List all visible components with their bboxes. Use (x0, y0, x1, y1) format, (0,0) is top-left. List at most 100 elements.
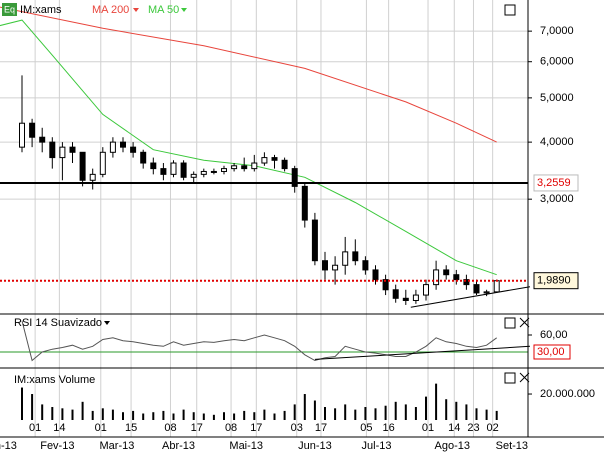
candle-body (463, 279, 470, 286)
volume-bar (41, 404, 44, 420)
volume-bar (223, 412, 225, 420)
trendline (410, 286, 531, 308)
moving-average (0, 6, 497, 143)
month-label: Abr-13 (162, 440, 195, 452)
candle-body (402, 297, 409, 301)
candle-body (322, 260, 328, 271)
x-tick-label: 01 (95, 422, 107, 434)
volume-bar (71, 409, 74, 420)
volume-bar (273, 413, 276, 420)
plot (0, 6, 531, 420)
candle-body (49, 141, 56, 159)
candle-body (433, 269, 440, 286)
price-label-box (533, 272, 579, 290)
candle-body (423, 284, 429, 296)
legend-entry[interactable]: MA 200 (92, 4, 129, 16)
volume-bar (404, 404, 407, 420)
volume-bar (435, 383, 438, 420)
legend-icon (2, 3, 17, 16)
volume-bar (445, 399, 448, 420)
x-tick-label: 15 (125, 422, 137, 434)
volume-bar (313, 400, 316, 420)
volume-bar (485, 409, 488, 420)
candle-body (120, 141, 126, 148)
volume-bar (303, 394, 306, 420)
candle-body (342, 251, 349, 266)
x-tick-label: 17 (191, 422, 203, 434)
candle-body (291, 168, 298, 187)
panel-buttons[interactable] (504, 4, 530, 384)
price-label: 1,9890 (537, 275, 571, 287)
volume-bar (243, 410, 246, 420)
maximize-button[interactable] (504, 317, 516, 329)
maximize-button[interactable] (504, 372, 516, 384)
candle-body (231, 165, 238, 170)
x-tick-label: 01 (422, 422, 434, 434)
close-button[interactable] (519, 317, 530, 328)
candle-body (109, 141, 116, 153)
trendline (314, 345, 531, 360)
x-tick-label: 17 (315, 422, 327, 434)
y-tick-label: 4,0000 (540, 136, 574, 148)
volume-bar (364, 407, 367, 420)
y-tick-label: 7,0000 (540, 25, 574, 37)
volume-bar (91, 410, 94, 420)
volume-bar (51, 407, 54, 420)
x-tick-label: 05 (360, 422, 372, 434)
volume-bar (172, 413, 175, 420)
volume-bar (142, 413, 145, 420)
volume-bar (182, 409, 185, 420)
volume-bar (233, 413, 236, 420)
candle-body (271, 157, 278, 161)
candle-body (59, 146, 66, 159)
close-button[interactable] (519, 372, 530, 383)
month-label: Mar-13 (100, 440, 135, 452)
candle-body (180, 162, 187, 178)
candle-body (251, 162, 258, 170)
candle-body (362, 260, 369, 271)
volume-bar (192, 412, 195, 420)
volume-bar (162, 410, 165, 420)
volume-bar (414, 407, 417, 420)
panel-dropdown[interactable] (104, 321, 110, 325)
volume-bar (132, 410, 135, 420)
maximize-button[interactable] (504, 4, 516, 16)
x-tick-label: 14 (53, 422, 65, 434)
candle-body (443, 269, 450, 276)
candle-body (130, 146, 137, 153)
candle-body (39, 136, 46, 143)
panel-title: RSI 14 Suavizado (14, 317, 102, 329)
legend-dropdown[interactable] (133, 8, 139, 12)
candle-body (261, 157, 268, 164)
x-tick-label: 01 (29, 422, 41, 434)
legend-dropdown[interactable] (181, 8, 187, 12)
volume-bar (324, 407, 326, 420)
legend-entry[interactable]: MA 50 (148, 4, 179, 16)
volume-bar (465, 404, 468, 420)
rsi-level-label: 30,00 (537, 346, 565, 358)
volume-bar (152, 412, 155, 420)
candle-body (352, 251, 359, 262)
x-tick-label: 03 (291, 422, 303, 434)
candle-body (150, 162, 157, 170)
x-tick-label: 14 (448, 422, 460, 434)
price-label-box (533, 174, 579, 192)
candle-body (190, 173, 197, 178)
panel-title: IM:xams Volume (14, 374, 95, 386)
month-label: Set-13 (496, 440, 528, 452)
candle-body (140, 151, 147, 164)
volume-bar (61, 408, 64, 420)
volume-bar (81, 401, 84, 420)
month-label: Jul-13 (362, 440, 392, 452)
candle-body (221, 168, 227, 172)
legend-icon-text: Eq (4, 4, 15, 14)
volume-bar (111, 409, 114, 420)
candle-body (29, 122, 36, 138)
candle-body (392, 289, 399, 299)
candle-body (311, 219, 318, 262)
volume-bar (354, 409, 357, 420)
grid (0, 0, 528, 437)
month-label: Fev-13 (40, 440, 74, 452)
candle-body (200, 170, 207, 175)
